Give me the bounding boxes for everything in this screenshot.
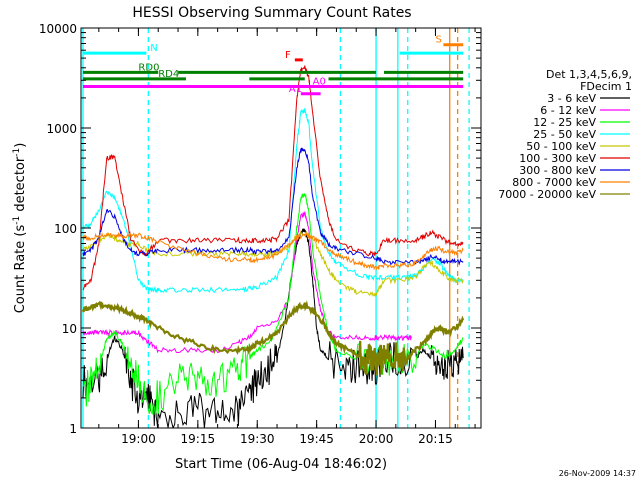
axes: 19:00 19:15 19:30 19:45 20:00 20:15 1 10 100 1000… <box>39 22 481 446</box>
legend-entry-label: 25 - 50 keV <box>533 128 596 141</box>
legend-entry-label: 7000 - 20000 keV <box>498 188 596 201</box>
series-line <box>82 231 464 271</box>
y-tick-label: 10000 <box>39 22 77 36</box>
flag-label: F <box>285 50 291 61</box>
flag-label: RD4 <box>158 69 179 80</box>
flag-label: RD0 <box>138 62 159 73</box>
legend-entry-label: 3 - 6 keV <box>547 92 596 105</box>
flag-label: A1 <box>289 84 302 95</box>
y-axis-label: Count Rate (s-1 detector-1) <box>12 143 28 314</box>
vertical-markers <box>82 28 470 428</box>
legend-entry-label: 100 - 300 keV <box>519 152 596 165</box>
series-line <box>82 65 464 291</box>
series-line <box>82 108 464 294</box>
x-axis-label: Start Time (06-Aug-04 18:46:02) <box>175 457 387 472</box>
footer-timestamp: 26-Nov-2009 14:37 <box>559 469 636 478</box>
legend-entry-label: 6 - 12 keV <box>540 104 596 117</box>
data-series <box>81 65 465 428</box>
flag-label: S <box>435 35 441 46</box>
series-line <box>82 229 464 297</box>
series-line <box>82 147 464 266</box>
flag-label: N <box>150 43 157 54</box>
series-line <box>82 211 413 354</box>
legend-header: Det 1,3,4,5,6,9, <box>546 68 632 81</box>
legend-entry-label: 300 - 800 keV <box>519 164 596 177</box>
flag-label: A0 <box>313 77 326 88</box>
y-tick-label: 100 <box>54 222 77 236</box>
x-tick-label: 20:00 <box>359 432 394 446</box>
legend-entry-label: 50 - 100 keV <box>526 140 596 153</box>
series-line <box>82 192 464 416</box>
x-tick-label: 19:30 <box>240 432 275 446</box>
legend-entry-label: 12 - 25 keV <box>533 116 596 129</box>
x-tick-label: 20:15 <box>418 432 453 446</box>
chart-title: HESSI Observing Summary Count Rates <box>132 5 411 21</box>
legend-header: FDecim 1 <box>580 80 632 93</box>
legend-entry-label: 800 - 7000 keV <box>512 176 596 189</box>
y-tick-label: 1 <box>69 422 77 436</box>
x-tick-label: 19:00 <box>121 432 156 446</box>
y-tick-label: 1000 <box>46 122 77 136</box>
x-tick-label: 19:15 <box>181 432 216 446</box>
y-tick-label: 10 <box>62 322 77 336</box>
series-line <box>81 300 465 376</box>
x-tick-label: 19:45 <box>299 432 334 446</box>
